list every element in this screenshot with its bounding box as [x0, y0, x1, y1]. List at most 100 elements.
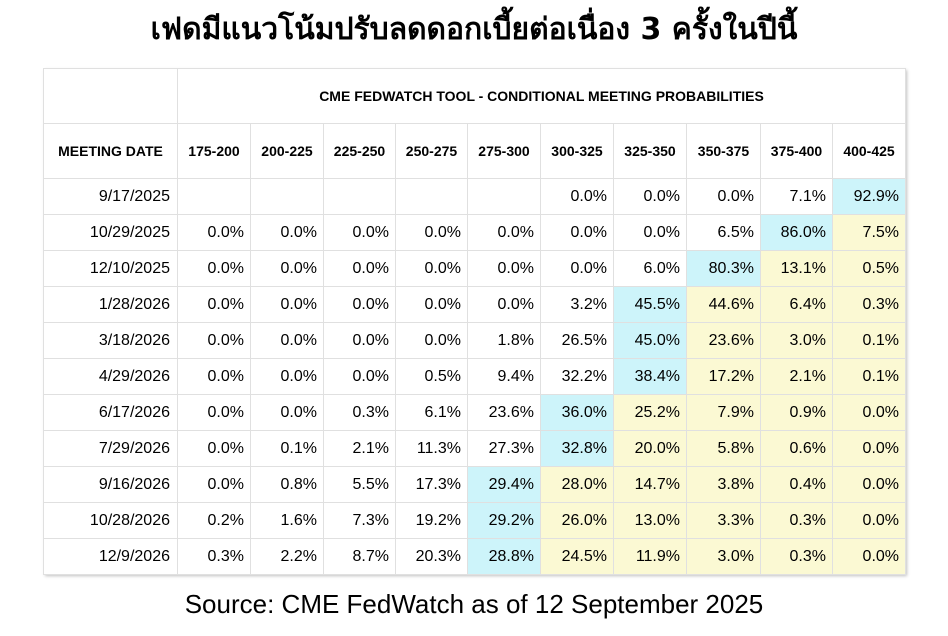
probability-table: CME FEDWATCH TOOL - CONDITIONAL MEETING …: [43, 68, 907, 575]
probability-cell: 0.0%: [177, 250, 251, 287]
rate-range-header: 350-375: [686, 123, 761, 179]
meeting-date-cell: 12/10/2025: [43, 250, 178, 287]
meeting-date-cell: 9/16/2026: [43, 466, 178, 503]
probability-cell: 0.0%: [177, 286, 251, 323]
fedwatch-table-container: CME FEDWATCH TOOL - CONDITIONAL MEETING …: [43, 68, 907, 575]
probability-cell: 92.9%: [831, 178, 907, 215]
probability-cell: 13.1%: [760, 250, 833, 287]
tool-title-row: CME FEDWATCH TOOL - CONDITIONAL MEETING …: [43, 68, 907, 124]
probability-cell: [323, 178, 396, 215]
probability-cell: 0.0%: [467, 214, 541, 251]
probability-cell: 0.0%: [250, 286, 324, 323]
probability-cell: 7.1%: [760, 178, 833, 215]
meeting-date-header: MEETING DATE: [43, 123, 178, 179]
probability-cell: 6.0%: [613, 250, 687, 287]
probability-cell: 0.0%: [831, 466, 907, 503]
probability-cell: 20.3%: [395, 538, 468, 575]
probability-cell: 0.0%: [540, 214, 614, 251]
probability-cell: 0.0%: [177, 430, 251, 467]
page-title: เฟดมีแนวโน้มปรับลดดอกเบี้ยต่อเนื่อง 3 คร…: [150, 12, 798, 47]
probability-cell: 1.8%: [467, 322, 541, 359]
probability-cell: 26.5%: [540, 322, 614, 359]
rate-range-header: 300-325: [540, 123, 614, 179]
probability-cell: 0.0%: [177, 394, 251, 431]
probability-cell: 24.5%: [540, 538, 614, 575]
probability-cell: 0.0%: [831, 394, 907, 431]
probability-cell: 0.5%: [395, 358, 468, 395]
probability-cell: [250, 178, 324, 215]
rate-range-header: 250-275: [395, 123, 468, 179]
meeting-date-cell: 9/17/2025: [43, 178, 178, 215]
probability-cell: 0.0%: [177, 466, 251, 503]
probability-cell: 45.0%: [613, 322, 687, 359]
probability-cell: 0.0%: [323, 358, 396, 395]
probability-cell: 20.0%: [613, 430, 687, 467]
probability-cell: 0.0%: [613, 178, 687, 215]
table-row: 10/29/2025 0.0% 0.0% 0.0% 0.0% 0.0% 0.0% 0.0% 6.…: [43, 214, 907, 251]
probability-cell: 17.2%: [686, 358, 761, 395]
corner-cell: [43, 68, 178, 124]
probability-cell: 0.0%: [831, 538, 907, 575]
probability-cell: 14.7%: [613, 466, 687, 503]
probability-cell: 0.0%: [831, 430, 907, 467]
rate-range-header: 225-250: [323, 123, 396, 179]
meeting-date-cell: 7/29/2026: [43, 430, 178, 467]
probability-cell: 7.3%: [323, 502, 396, 539]
probability-cell: 13.0%: [613, 502, 687, 539]
probability-cell: 0.8%: [250, 466, 324, 503]
meeting-date-cell: 10/28/2026: [43, 502, 178, 539]
probability-cell: 0.0%: [395, 322, 468, 359]
probability-cell: 0.0%: [250, 214, 324, 251]
probability-cell: [467, 178, 541, 215]
probability-cell: 1.6%: [250, 502, 324, 539]
rate-range-header: 175-200: [177, 123, 251, 179]
probability-cell: 0.0%: [831, 502, 907, 539]
probability-cell: 0.1%: [831, 358, 907, 395]
probability-cell: 0.0%: [540, 178, 614, 215]
probability-cell: 19.2%: [395, 502, 468, 539]
probability-cell: 0.0%: [613, 214, 687, 251]
rate-range-header: 200-225: [250, 123, 324, 179]
meeting-date-cell: 1/28/2026: [43, 286, 178, 323]
probability-cell: 0.0%: [250, 394, 324, 431]
probability-cell: 0.1%: [250, 430, 324, 467]
probability-cell: 5.5%: [323, 466, 396, 503]
probability-cell: 7.9%: [686, 394, 761, 431]
probability-cell: 0.0%: [323, 322, 396, 359]
probability-cell: 38.4%: [613, 358, 687, 395]
table-title: CME FEDWATCH TOOL - CONDITIONAL MEETING …: [176, 68, 907, 124]
probability-cell: 2.1%: [323, 430, 396, 467]
table-row: 3/18/2026 0.0% 0.0% 0.0% 0.0% 1.8% 26.5% 45.0% 2…: [43, 322, 907, 359]
meeting-date-cell: 10/29/2025: [43, 214, 178, 251]
rate-range-header: 325-350: [613, 123, 687, 179]
table-row: 4/29/2026 0.0% 0.0% 0.0% 0.5% 9.4% 32.2% 38.4% 1…: [43, 358, 907, 395]
probability-cell: 0.0%: [467, 250, 541, 287]
rate-range-header: 275-300: [467, 123, 541, 179]
source-note: Source: CME FedWatch as of 12 September …: [184, 589, 764, 619]
probability-cell: 23.6%: [686, 322, 761, 359]
probability-cell: 0.4%: [760, 466, 833, 503]
column-header-row: MEETING DATE 175-200 200-225 225-250 250-27…: [43, 123, 907, 179]
table-row: 9/16/2026 0.0% 0.8% 5.5% 17.3% 29.4% 28.0% 14.7…: [43, 466, 907, 503]
probability-cell: 0.3%: [177, 538, 251, 575]
probability-cell: 8.7%: [323, 538, 396, 575]
probability-cell: 9.4%: [467, 358, 541, 395]
probability-cell: 0.0%: [323, 214, 396, 251]
table-body: 9/17/2025 0.0% 0.0% 0.0% 7.1% 92.9% 10/29/2025…: [43, 178, 907, 575]
probability-cell: 0.0%: [467, 286, 541, 323]
probability-cell: 0.0%: [395, 286, 468, 323]
probability-cell: 0.0%: [540, 250, 614, 287]
meeting-date-cell: 12/9/2026: [43, 538, 178, 575]
probability-cell: 5.8%: [686, 430, 761, 467]
probability-cell: 0.0%: [395, 250, 468, 287]
probability-cell: 0.0%: [250, 322, 324, 359]
table-row: 9/17/2025 0.0% 0.0% 0.0% 7.1% 92.9%: [43, 178, 907, 215]
probability-cell: 3.8%: [686, 466, 761, 503]
probability-cell: 32.8%: [540, 430, 614, 467]
probability-cell: 0.0%: [686, 178, 761, 215]
table-row: 12/9/2026 0.3% 2.2% 8.7% 20.3% 28.8% 24.5% 11.9…: [43, 538, 907, 575]
probability-cell: 32.2%: [540, 358, 614, 395]
probability-cell: 0.0%: [323, 250, 396, 287]
probability-cell: 0.0%: [250, 250, 324, 287]
meeting-date-cell: 3/18/2026: [43, 322, 178, 359]
